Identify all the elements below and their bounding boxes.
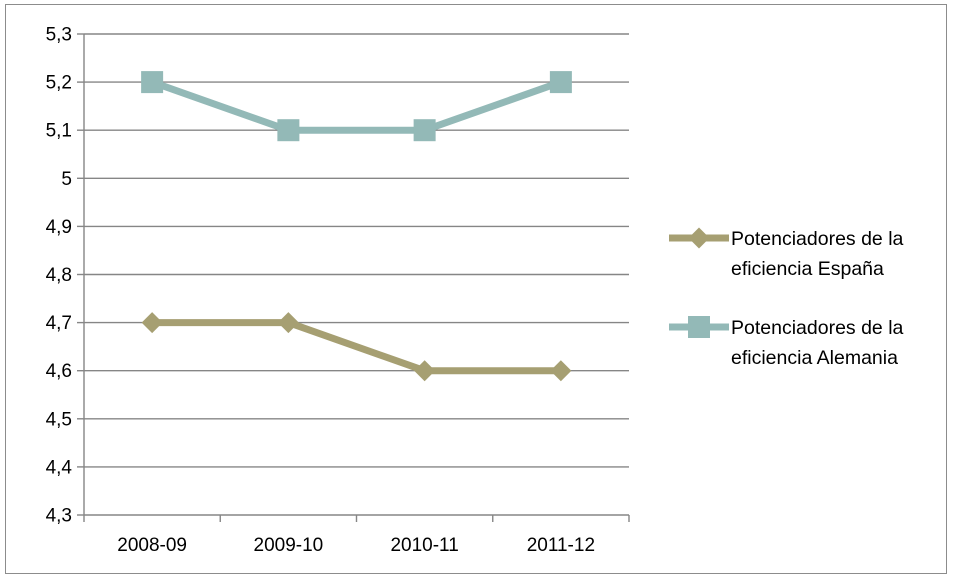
gridlines (84, 33, 629, 468)
legend-label: Potenciadores de la (731, 317, 904, 339)
x-tick-label: 2009-10 (254, 535, 324, 556)
data-point-marker (277, 119, 300, 142)
x-tick-label: 2008-09 (117, 535, 187, 556)
data-point-marker (549, 71, 572, 94)
legend-label: Potenciadores de la (731, 228, 904, 250)
axes: 4,3 4,4 4,5 4,6 4,7 4,8 4,9 5 5,1 5,2 5,3 2008-09 20… (46, 25, 630, 556)
line-chart: 4,3 4,4 4,5 4,6 4,7 4,8 4,9 5 5,1 5,2 5,3 2008-09 20… (46, 25, 904, 557)
y-tick-label: 4,6 (46, 361, 72, 382)
y-tick-label: 4,4 (46, 457, 73, 478)
legend-entry-2: Potenciadores de la eficiencia Alemania (669, 316, 904, 369)
legend-entry-1: Potenciadores de la eficiencia España (669, 227, 904, 280)
series-line (148, 319, 565, 375)
legend-label: eficiencia España (731, 258, 884, 280)
y-tick-label: 5,3 (46, 25, 72, 46)
data-point-marker (550, 360, 572, 382)
x-tick-label: 2011-12 (527, 535, 595, 556)
plot-series (141, 71, 572, 382)
y-tick-label: 5,1 (46, 121, 72, 142)
legend-label: eficiencia Alemania (731, 347, 898, 369)
y-tick-label: 5 (61, 169, 72, 190)
y-tick-label: 4,8 (46, 265, 72, 286)
y-tick-label: 4,9 (46, 217, 72, 238)
y-tick-label: 4,7 (46, 313, 72, 334)
data-point-marker (413, 119, 436, 142)
data-point-marker (141, 312, 163, 334)
y-tick-label: 4,5 (46, 409, 72, 430)
y-tick-label: 5,2 (46, 73, 72, 94)
data-point-marker (414, 360, 436, 382)
series-line (148, 78, 565, 134)
chart-frame: 4,3 4,4 4,5 4,6 4,7 4,8 4,9 5 5,1 5,2 5,3 2008-09 20… (5, 4, 947, 574)
data-point-marker (277, 312, 299, 334)
series-2 (141, 71, 572, 142)
data-point-marker (141, 71, 164, 94)
legend-marker (688, 227, 710, 249)
series-1 (141, 312, 572, 382)
legend-marker (688, 316, 710, 338)
y-tick-label: 4,3 (46, 506, 72, 527)
x-tick-label: 2010-11 (390, 535, 458, 556)
